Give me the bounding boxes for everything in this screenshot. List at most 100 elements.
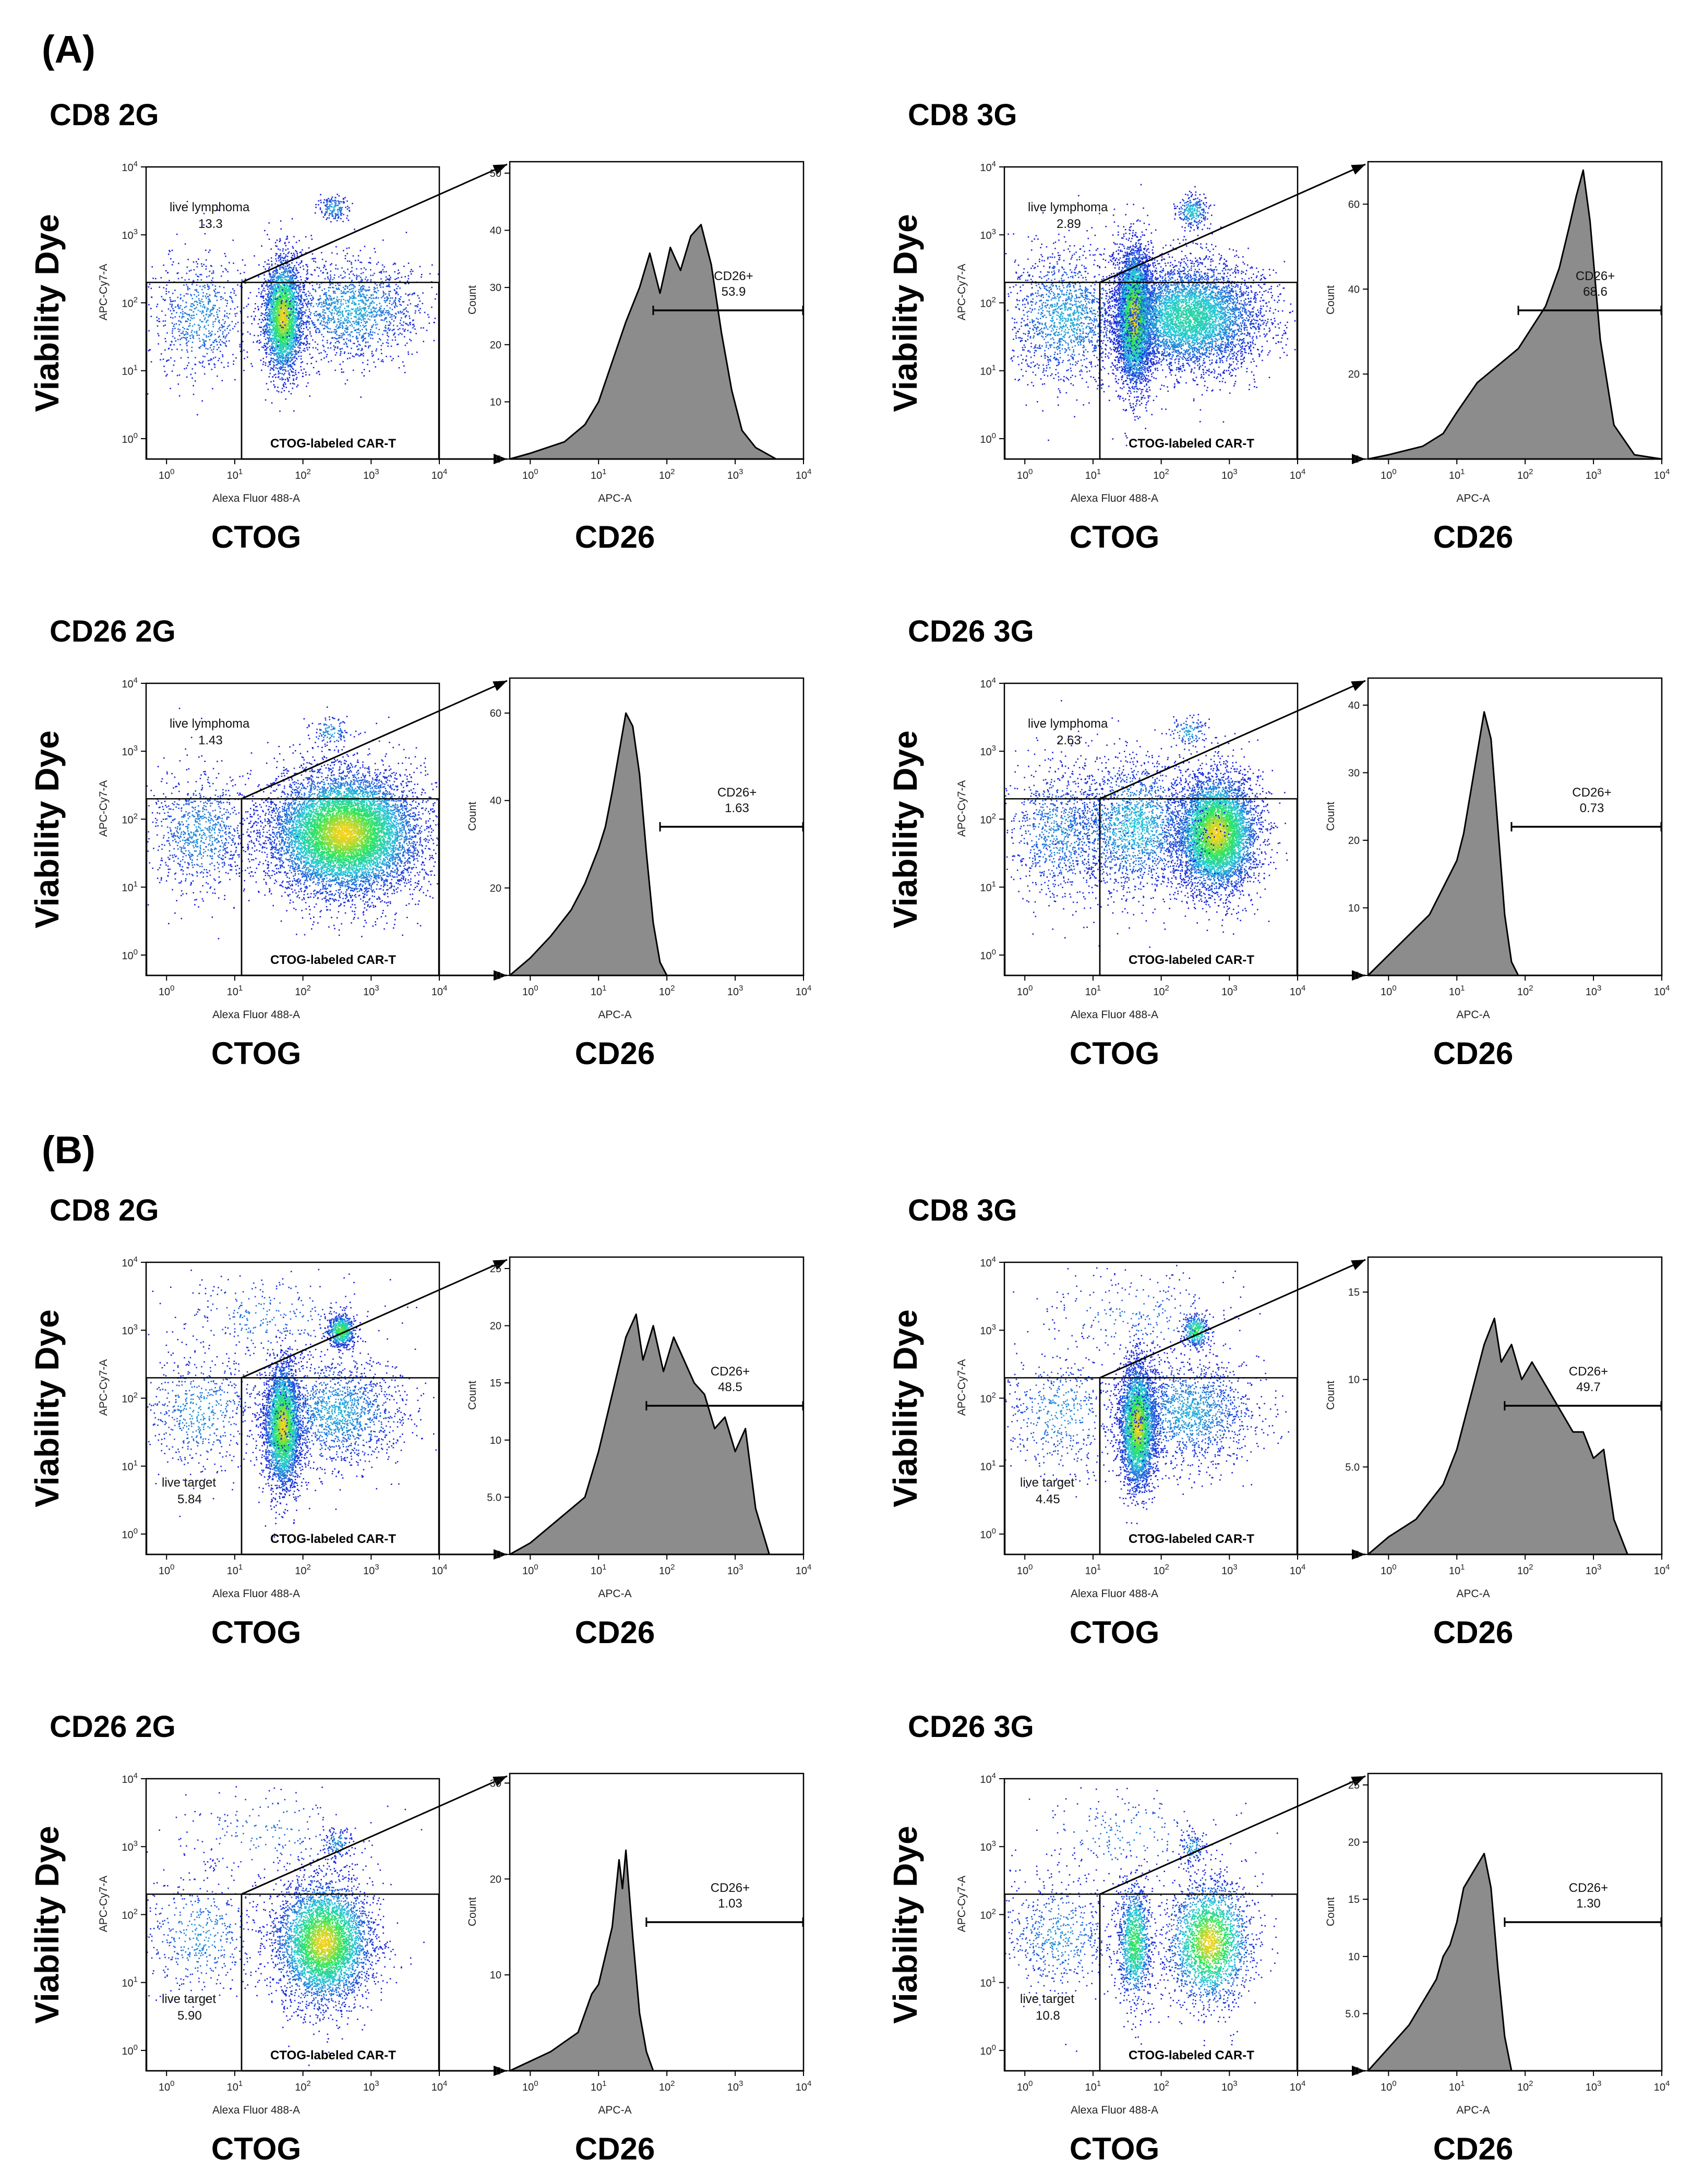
cd26-gate-value: 1.63 [725,801,749,815]
panel-title: CD26 2G [50,1710,176,1744]
histogram-plot: CD26+1.63 100 101 102 103 104 0 20 40 60 APC-A Coun… [466,677,811,1021]
x-tick-label: 100 [522,467,538,481]
car-t-gate-label: CTOG-labeled CAR-T [270,2048,396,2062]
gate-value-label: 5.84 [177,1492,202,1506]
x-tick-label: 104 [1290,1563,1306,1577]
x-tick-label: 102 [659,467,675,481]
histogram-plot: CD26+ 53.9 100 101 102 103 104 0 10 20 30 40 50 APC-A… [466,161,811,504]
live-gate[interactable] [146,1893,243,2072]
gate-arrows [1099,1259,1366,1560]
x-tick-label: 103 [727,467,743,481]
y-tick-label: 104 [122,676,138,690]
x-tick-label: 101 [1085,1563,1101,1577]
cd26-axis-label: CD26 [1433,1615,1513,1650]
x-tick-label: 100 [1381,1563,1397,1577]
scatter-y-axis-title: APC-Cy7-A [956,780,968,837]
y-tick-label: 101 [980,1459,996,1473]
facs-panel: CD26 3G Viability Dye CTOG CD26 live lymphom… [886,614,1670,1071]
live-gate[interactable] [146,1377,243,1555]
hist-y-axis-title: Count [1325,285,1337,315]
x-tick-label: 102 [1517,467,1533,481]
event-dots [1004,1264,1289,1538]
cd26-axis-label: CD26 [1433,2131,1513,2166]
y-tick-label: 40 [490,795,501,807]
y-tick-label: 102 [980,1907,996,1921]
x-tick-label: 103 [363,1563,379,1577]
scatter-x-axis-title: Alexa Fluor 488-A [212,1588,300,1600]
y-tick-label: 102 [980,812,996,826]
hist-x-axis-title: APC-A [598,2104,631,2116]
y-tick-label: 0 [496,970,501,982]
hist-y-axis-title: Count [466,1897,478,1926]
histogram-area [1367,1853,1663,2072]
y-tick-label: 0 [1354,970,1360,982]
gate-arrows [1099,680,1366,981]
gate-arrow-bottom-head [494,2066,507,2076]
x-tick-label: 100 [1381,467,1397,481]
x-tick-label: 101 [1449,1563,1465,1577]
panel-title: CD26 3G [908,614,1034,648]
cd26-gate-name: CD26+ [711,1881,750,1895]
y-tick-label: 20 [1348,835,1360,847]
x-tick-label: 102 [295,2079,311,2093]
car-t-gate-label: CTOG-labeled CAR-T [1129,953,1254,967]
y-tick-label: 30 [490,1778,501,1789]
ctog-axis-label: CTOG [1070,520,1159,554]
histogram-plot: CD26+ 1.30 100 101 102 103 104 0 5.0 10 15 20 25 APC-… [1325,1772,1670,2116]
histogram-plot: CD26+ 68.6 100 101 102 103 104 0 20 40 60 APC-A Coun… [1325,161,1670,504]
y-tick-label: 101 [122,1459,138,1473]
live-gate[interactable] [1004,798,1101,976]
cd26-gate-value: 0.73 [1580,801,1604,815]
x-tick-label: 102 [1153,467,1169,481]
x-tick-label: 104 [796,2079,812,2093]
gate-name-label: live target [162,1992,216,2006]
cd26-gate-name: CD26+ [711,1365,750,1379]
x-tick-label: 100 [1017,984,1033,998]
y-tick-label: 30 [490,282,501,294]
facs-panel: CD8 2G Viability Dye CTOG CD26 live target 5.… [28,1193,811,1650]
gate-arrow-bottom-head [1352,970,1365,981]
x-tick-label: 103 [363,467,379,481]
event-dots [1004,184,1296,447]
cd26-axis-label: CD26 [575,1615,655,1650]
gate-name-label: live target [1020,1992,1074,2006]
ctog-axis-label: CTOG [1070,2131,1159,2166]
ctog-axis-label: CTOG [211,1615,301,1650]
x-tick-label: 101 [1085,2079,1101,2093]
y-tick-label: 102 [122,812,138,826]
x-tick-label: 100 [522,2079,538,2093]
hist-y-axis-title: Count [466,802,478,831]
histogram-area [509,712,805,976]
gate-arrow-top [1099,1775,1366,1895]
event-dots [146,1262,437,1544]
cd26-axis-label: CD26 [575,520,655,554]
y-tick-label: 104 [122,1771,138,1785]
histogram-plot: CD26+ 1.03 100 101 102 103 104 0 10 20 30 APC-A Coun… [466,1772,812,2116]
scatter-x-axis-title: Alexa Fluor 488-A [212,2104,300,2116]
y-tick-label: 101 [980,880,996,894]
live-gate[interactable] [1004,1377,1101,1555]
y-tick-label: 103 [122,744,138,758]
x-tick-label: 104 [1290,984,1306,998]
x-tick-label: 100 [522,984,538,998]
gate-arrow-top-head [493,1260,507,1270]
x-tick-label: 101 [227,984,243,998]
gate-arrow-bottom-head [494,1549,507,1560]
x-tick-label: 103 [1221,1563,1238,1577]
y-tick-label: 5.0 [1345,1462,1360,1473]
x-tick-label: 103 [1586,1563,1602,1577]
event-dots [1004,700,1288,948]
x-tick-label: 104 [1290,2079,1306,2093]
y-tick-label: 15 [490,1378,501,1389]
panel-title: CD26 3G [908,1710,1034,1744]
ctog-axis-label: CTOG [211,2131,301,2166]
y-tick-label: 20 [490,340,501,351]
y-tick-label: 20 [490,883,501,894]
gate-value-label: 13.3 [198,217,223,231]
x-tick-label: 100 [1017,2079,1033,2093]
x-tick-label: 100 [1017,1563,1033,1577]
y-tick-label: 20 [1348,1837,1360,1849]
hist-x-axis-title: APC-A [1456,1009,1490,1021]
gate-arrow-top-head [493,164,507,175]
facs-panel: CD8 3G Viability Dye CTOG CD26 live target 4.… [886,1193,1670,1650]
